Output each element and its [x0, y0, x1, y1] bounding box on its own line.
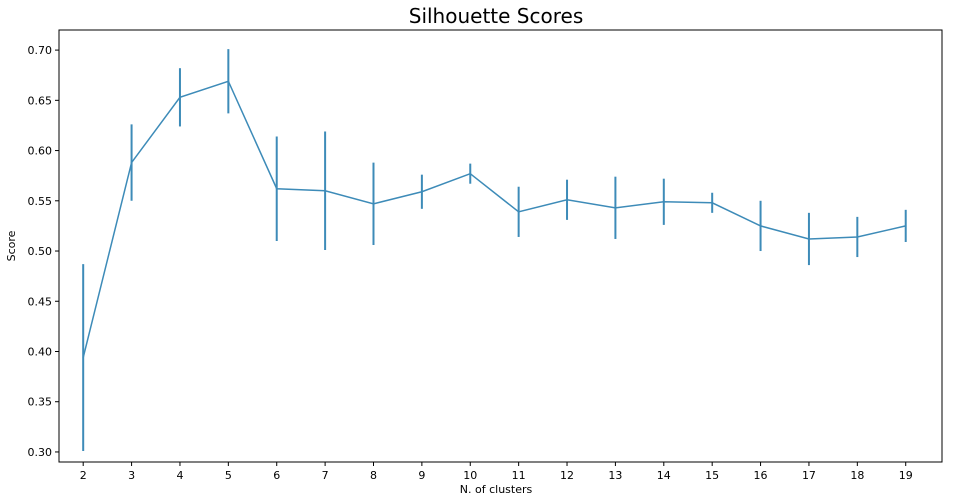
- data-point: [662, 200, 665, 203]
- x-tick-label: 14: [657, 469, 671, 482]
- data-point: [856, 236, 859, 238]
- y-axis-ticks: 0.30 0.35 0.40 0.45 0.50 0.55 0.60 0.65 0.70: [28, 44, 59, 459]
- series-line: [82, 80, 906, 358]
- x-tick-label: 6: [273, 469, 280, 482]
- data-point: [759, 225, 762, 227]
- x-tick-label: 9: [418, 469, 425, 482]
- data-point: [324, 189, 326, 192]
- x-tick-label: 11: [512, 469, 526, 482]
- y-tick-label: 0.40: [28, 345, 53, 358]
- chart-title: Silhouette Scores: [409, 4, 583, 28]
- data-point: [711, 202, 713, 204]
- x-tick-label: 19: [899, 469, 913, 482]
- y-tick-label: 0.60: [28, 145, 53, 158]
- data-point: [517, 211, 520, 213]
- x-tick-label: 3: [128, 469, 135, 482]
- x-tick-label: 5: [225, 469, 232, 482]
- y-axis-label: Score: [5, 230, 18, 261]
- x-tick-label: 16: [754, 469, 768, 482]
- data-point: [227, 80, 230, 83]
- y-tick-label: 0.70: [28, 44, 53, 57]
- data-point: [372, 203, 375, 205]
- y-tick-label: 0.65: [28, 94, 53, 107]
- data-point: [469, 172, 472, 175]
- y-tick-label: 0.35: [28, 396, 53, 409]
- series-lines: [82, 80, 907, 359]
- x-tick-label: 2: [80, 469, 87, 482]
- x-tick-label: 12: [560, 469, 574, 482]
- y-tick-label: 0.45: [28, 295, 53, 308]
- y-tick-label: 0.30: [28, 446, 53, 459]
- x-tick-label: 13: [608, 469, 622, 482]
- x-tick-label: 7: [322, 469, 329, 482]
- x-tick-label: 15: [705, 469, 719, 482]
- data-point: [566, 198, 568, 201]
- data-point: [275, 187, 278, 190]
- data-point: [421, 190, 423, 193]
- data-point: [614, 207, 617, 209]
- y-tick-label: 0.50: [28, 245, 53, 258]
- x-tick-label: 17: [802, 469, 816, 482]
- plot-area-frame: [58, 29, 943, 463]
- x-tick-label: 4: [176, 469, 183, 482]
- data-point: [130, 161, 133, 164]
- x-tick-label: 18: [850, 469, 864, 482]
- data-point: [808, 238, 810, 240]
- data-point: [904, 225, 907, 227]
- x-axis-label: N. of clusters: [460, 483, 533, 496]
- data-point: [179, 96, 181, 99]
- x-tick-label: 10: [463, 469, 477, 482]
- data-point: [82, 356, 84, 359]
- y-tick-label: 0.55: [28, 195, 53, 208]
- x-tick-label: 8: [370, 469, 377, 482]
- x-axis-ticks: 2 3 4 5 6 7 8 9 10 11 12 13 14 15 16 17 18 19: [80, 462, 913, 482]
